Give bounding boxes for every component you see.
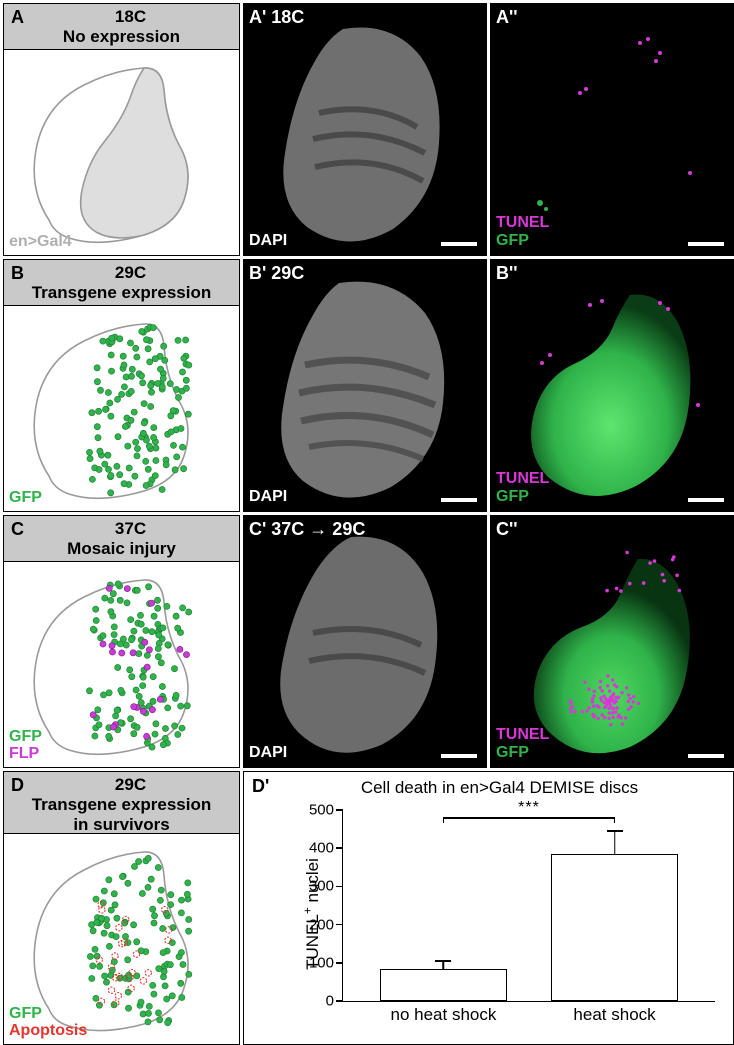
dapi-image-A — [243, 3, 487, 256]
gfp-label-C: GFP — [496, 744, 529, 762]
gfp-corner-B: GFP — [9, 489, 42, 506]
gfp-label-A: GFP — [496, 232, 529, 250]
scale-bar — [441, 754, 477, 758]
panel-B-dprime-label: B'' — [496, 263, 518, 284]
y-axis-title: TUNEL+ nuclei — [301, 858, 324, 970]
apoptosis-corner-D: Apoptosis — [9, 1022, 87, 1039]
ylabel-sup: + — [301, 907, 315, 914]
corner-C: GFP FLP — [9, 728, 42, 762]
dapi-label-B: DAPI — [249, 488, 287, 506]
panel-B-diagram: B 29C Transgene expression GFP — [3, 259, 240, 512]
scale-bar — [441, 498, 477, 502]
tunel-label-B: TUNEL — [496, 470, 549, 488]
figure-grid: A 18C No expression en>Gal4 A' 18C DAPI — [3, 3, 731, 1045]
panel-D-diagram: D 29C Transgene expression in survivors … — [3, 771, 240, 1045]
bar-0 — [380, 969, 506, 1001]
chart-title: Cell death in en>Gal4 DEMISE discs — [248, 778, 725, 798]
panel-D-header: D 29C Transgene expression in survivors — [4, 772, 239, 834]
chart-area: TUNEL+ nuclei 0100200300400500no heat sh… — [310, 800, 715, 1028]
panel-C-condition: Mosaic injury — [10, 539, 233, 559]
tunel-label-A: TUNEL — [496, 214, 549, 232]
panel-D-temp: 29C — [10, 775, 233, 795]
panel-B-dprime: B'' TUNEL GFP — [490, 259, 734, 512]
panel-C-body: GFP FLP — [4, 562, 239, 767]
bar-1 — [551, 854, 677, 1001]
panel-C-dprime-label: C'' — [496, 519, 518, 540]
panel-C-dprime: C'' TUNEL GFP — [490, 515, 734, 768]
panel-A-prime: A' 18C DAPI — [243, 3, 487, 256]
panel-A-body: en>Gal4 — [4, 50, 239, 255]
ytick-label: 400 — [300, 840, 334, 857]
tunel-label-C: TUNEL — [496, 726, 549, 744]
panel-A-header: A 18C No expression — [4, 4, 239, 50]
dapi-image-B — [243, 259, 487, 512]
panel-C-diagram: C 37C Mosaic injury GFP FLP — [3, 515, 240, 768]
panel-B-body: GFP — [4, 306, 239, 511]
panel-B-label: B — [11, 263, 24, 284]
dapi-image-C — [243, 515, 487, 768]
scale-bar — [688, 242, 724, 246]
panel-D-label: D — [11, 775, 24, 796]
xtick-label: no heat shock — [391, 1005, 497, 1025]
ytick-label: 300 — [300, 878, 334, 895]
panel-C-prime-label: C' 37C → 29C — [249, 519, 365, 540]
panel-A-dprime-label: A'' — [496, 7, 518, 28]
panel-B-prime: B' 29C DAPI — [243, 259, 487, 512]
gfp-corner-C: GFP — [9, 728, 42, 745]
scale-bar — [688, 754, 724, 758]
panel-D-prime-chart: D' Cell death in en>Gal4 DEMISE discs TU… — [243, 771, 734, 1045]
panel-A-condition: No expression — [10, 27, 233, 47]
panel-D-condition2: in survivors — [10, 815, 233, 835]
panel-B-condition: Transgene expression — [10, 283, 233, 303]
panel-A-prime-label: A' 18C — [249, 7, 304, 28]
panel-D-prime-label: D' — [252, 776, 269, 797]
scale-bar — [688, 498, 724, 502]
dapi-label-C: DAPI — [249, 744, 287, 762]
gfp-label-B: GFP — [496, 488, 529, 506]
gfp-corner-D: GFP — [9, 1005, 87, 1022]
ytick-label: 200 — [300, 916, 334, 933]
xtick-label: heat shock — [573, 1005, 655, 1025]
flp-corner-C: FLP — [9, 745, 42, 762]
panel-A-temp: 18C — [10, 7, 233, 27]
panel-C-header: C 37C Mosaic injury — [4, 516, 239, 562]
panel-A-diagram: A 18C No expression en>Gal4 — [3, 3, 240, 256]
ytick-label: 100 — [300, 954, 334, 971]
panel-C-prime: C' 37C → 29C DAPI — [243, 515, 487, 768]
disc-outline-A — [4, 50, 239, 255]
panel-C-label: C — [11, 519, 24, 540]
panel-B-temp: 29C — [10, 263, 233, 283]
ytick-label: 500 — [300, 802, 334, 819]
plot-area: 0100200300400500no heat shockheat shock*… — [342, 810, 715, 1002]
panel-A-dprime: A'' TUNEL GFP — [490, 3, 734, 256]
dapi-label-A: DAPI — [249, 232, 287, 250]
en-gal4-label: en>Gal4 — [9, 233, 72, 250]
panel-A-label: A — [11, 7, 24, 28]
scale-bar — [441, 242, 477, 246]
ytick-label: 0 — [300, 993, 334, 1010]
disc-outline-B — [4, 306, 239, 511]
panel-D-condition1: Transgene expression — [10, 795, 233, 815]
panel-B-prime-label: B' 29C — [249, 263, 304, 284]
corner-D: GFP Apoptosis — [9, 1005, 87, 1039]
panel-B-header: B 29C Transgene expression — [4, 260, 239, 306]
panel-D-body: GFP Apoptosis — [4, 834, 239, 1044]
significance-stars: *** — [518, 799, 540, 817]
panel-C-temp: 37C — [10, 519, 233, 539]
